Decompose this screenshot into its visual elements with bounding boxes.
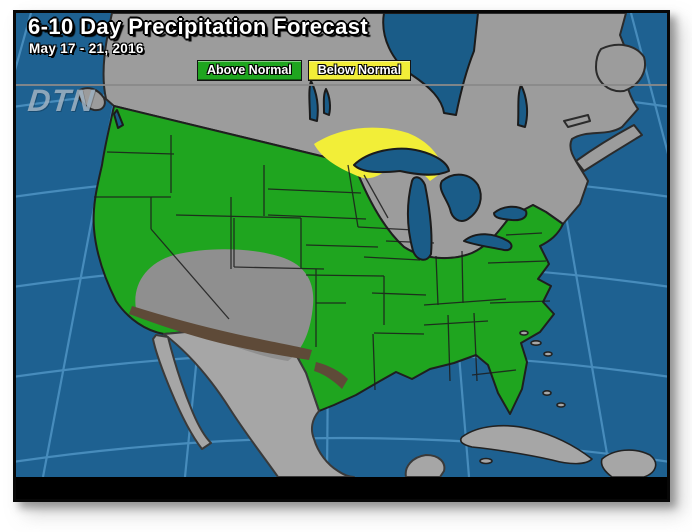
north-america-map: [16, 13, 667, 477]
hudson-bay: [382, 13, 479, 116]
lake-erie: [463, 233, 513, 252]
bahama-island: [543, 351, 553, 357]
hispaniola: [600, 449, 657, 477]
bahama-island: [542, 389, 552, 396]
map-frame: DTN 6-10 Day Precipitation Forecast May …: [13, 10, 670, 502]
mexico-mainland: [163, 328, 355, 477]
caribbean-islands: [459, 330, 657, 477]
bottom-black-bar: [16, 477, 667, 499]
state-borders: [94, 135, 551, 391]
lake-huron: [439, 173, 482, 222]
above-normal-region: [92, 105, 564, 415]
lake-superior: [353, 147, 450, 176]
forecast-map: [16, 13, 667, 477]
lake-winnipeg: [308, 80, 319, 122]
isle-of-youth: [479, 457, 493, 465]
great-lakes: [113, 13, 529, 261]
bahama-island: [530, 339, 542, 346]
anticosti-island: [563, 114, 591, 128]
mexico-region: [152, 328, 446, 477]
bahama-island: [519, 330, 529, 336]
james-bay: [517, 84, 529, 128]
baja-california: [152, 334, 212, 450]
cuba: [459, 424, 593, 465]
lake-michigan: [406, 176, 433, 261]
lake-ontario: [493, 205, 528, 222]
no-signal-region-southwest: [135, 249, 314, 361]
yucatan-peninsula: [404, 454, 446, 477]
lake-winnipegosis: [322, 88, 331, 116]
newfoundland: [595, 43, 646, 93]
puget-sound: [113, 109, 124, 129]
vancouver-island: [76, 87, 106, 112]
bahama-island: [556, 402, 566, 408]
nova-scotia: [575, 124, 643, 172]
terrain-brown-band: [129, 306, 348, 389]
